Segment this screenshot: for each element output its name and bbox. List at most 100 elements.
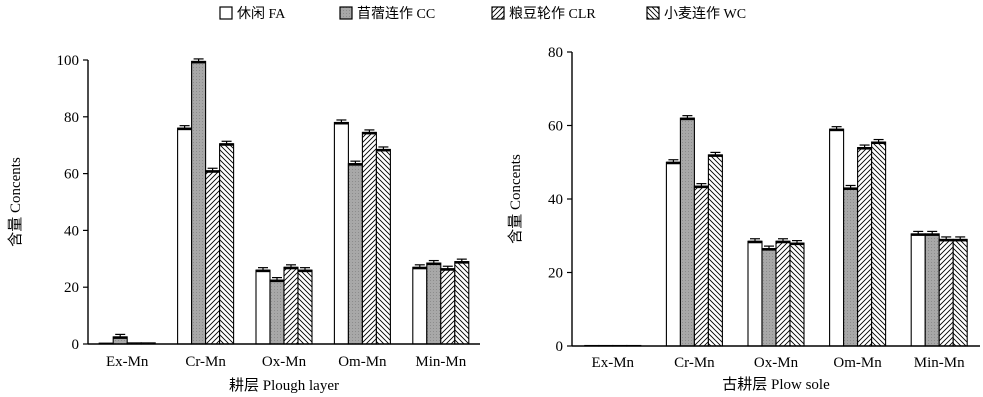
bar-top-band	[666, 161, 681, 165]
bar	[843, 187, 859, 347]
x-tick-label: Cr-Mn	[185, 354, 226, 370]
bar-top-band	[348, 163, 363, 166]
x-axis-label: 耕层 Plough layer	[229, 376, 339, 394]
y-tick-label: 80	[548, 45, 563, 61]
bar	[910, 233, 926, 347]
bar-top-band	[426, 262, 441, 266]
bar-top-band	[829, 128, 844, 132]
y-tick-label: 20	[64, 280, 79, 296]
bar	[205, 170, 221, 345]
x-tick-label: Ox-Mn	[262, 354, 307, 370]
bar-top-band	[440, 268, 455, 271]
x-axis-label: 古耕层 Plow sole	[722, 375, 830, 393]
bar	[375, 148, 391, 345]
y-tick-label: 40	[64, 223, 79, 239]
y-tick-label: 80	[64, 110, 79, 126]
bar	[693, 185, 709, 347]
legend-item-wc: 小麦连作 WC	[646, 6, 746, 22]
y-tick-label: 0	[72, 337, 80, 353]
bar	[829, 128, 845, 347]
bar	[440, 268, 456, 345]
legend-swatch-wc	[646, 6, 660, 20]
bar	[775, 240, 791, 347]
bar-top-band	[270, 279, 284, 283]
bar-top-band	[284, 266, 298, 270]
bar	[177, 127, 193, 345]
legend-item-clr: 粮豆轮作 CLR	[491, 6, 596, 22]
bar-top-band	[762, 248, 776, 251]
bar-top-band	[412, 266, 427, 270]
y-tick-label: 60	[64, 167, 79, 183]
bar-top-band	[911, 233, 926, 236]
bar	[333, 121, 349, 345]
y-axis-label: 含量 Concents	[507, 154, 524, 244]
bar	[454, 261, 470, 345]
bar-top-band	[790, 242, 804, 246]
x-tick-label: Min-Mn	[415, 354, 466, 370]
legend: 休闲 FA 苜蓿连作 CC 粮豆轮作 CLR 小麦连作 WC	[219, 5, 746, 22]
x-tick-label: Cr-Mn	[674, 355, 715, 371]
bar-top-band	[256, 269, 270, 273]
y-tick-label: 100	[57, 53, 80, 69]
y-tick-label: 60	[548, 119, 563, 135]
bar-top-band	[205, 170, 220, 173]
bar-top-band	[694, 185, 709, 189]
legend-label-clr: 粮豆轮作 CLR	[509, 6, 596, 22]
y-tick-label: 40	[548, 192, 563, 208]
bar-top-band	[953, 238, 968, 242]
bar-top-band	[298, 269, 312, 273]
legend-item-fa: 休闲 FA	[219, 6, 286, 22]
bar	[747, 240, 763, 347]
bar	[924, 233, 940, 347]
bar-top-band	[177, 127, 192, 131]
bar-top-band	[680, 117, 695, 121]
legend-label-wc: 小麦连作 WC	[664, 6, 746, 22]
bar	[871, 141, 887, 347]
bar	[269, 279, 285, 345]
chart-plow-sole: 0 20 40 60 80 Ex-Mn Cr-Mn Ox-Mn Om-Mn Min-Mn 古耕层 P…	[507, 45, 980, 393]
bar	[361, 131, 377, 345]
bar	[283, 266, 299, 345]
bar	[857, 147, 873, 347]
bar-top-band	[362, 131, 377, 135]
bar-top-band	[776, 240, 790, 244]
bar	[191, 60, 207, 345]
bar	[789, 242, 805, 347]
y-tick-label: 0	[556, 339, 564, 355]
x-tick-label: Ex-Mn	[106, 354, 149, 370]
bar	[297, 269, 313, 345]
y-axis-label: 含量 Concents	[7, 157, 24, 247]
bar	[679, 117, 695, 347]
bar	[412, 266, 428, 345]
bar	[761, 248, 777, 347]
bar-top-band	[871, 141, 886, 145]
bar-top-band	[843, 187, 858, 190]
bar-top-band	[748, 240, 762, 244]
bar	[665, 161, 681, 347]
bar-top-band	[376, 148, 391, 152]
legend-item-cc: 苜蓿连作 CC	[339, 5, 435, 22]
bar-top-band	[857, 147, 872, 150]
legend-swatch-cc	[339, 6, 353, 20]
bar	[426, 262, 442, 345]
x-tick-label: Om-Mn	[338, 354, 387, 370]
chart-plough-layer: 0 20 40 60 80 100 Ex-Mn Cr-Mn Ox-Mn Om-Mn Min-Mn 耕层…	[7, 53, 480, 394]
bar-top-band	[454, 261, 469, 264]
bar-top-band	[925, 233, 940, 236]
bar	[347, 163, 363, 345]
legend-swatch-clr	[491, 6, 505, 20]
bar-top-band	[191, 60, 206, 64]
legend-label-cc: 苜蓿连作 CC	[357, 5, 435, 22]
bar-top-band	[334, 121, 349, 125]
bar-top-band	[113, 336, 128, 339]
bar-top-band	[708, 154, 723, 157]
x-tick-label: Ox-Mn	[754, 355, 799, 371]
legend-swatch-fa	[219, 6, 233, 20]
y-tick-label: 20	[548, 266, 563, 282]
bar	[952, 238, 968, 347]
bar-top-band	[219, 143, 234, 146]
bar	[255, 269, 271, 345]
legend-label-fa: 休闲 FA	[237, 6, 286, 22]
x-tick-label: Ex-Mn	[592, 355, 635, 371]
